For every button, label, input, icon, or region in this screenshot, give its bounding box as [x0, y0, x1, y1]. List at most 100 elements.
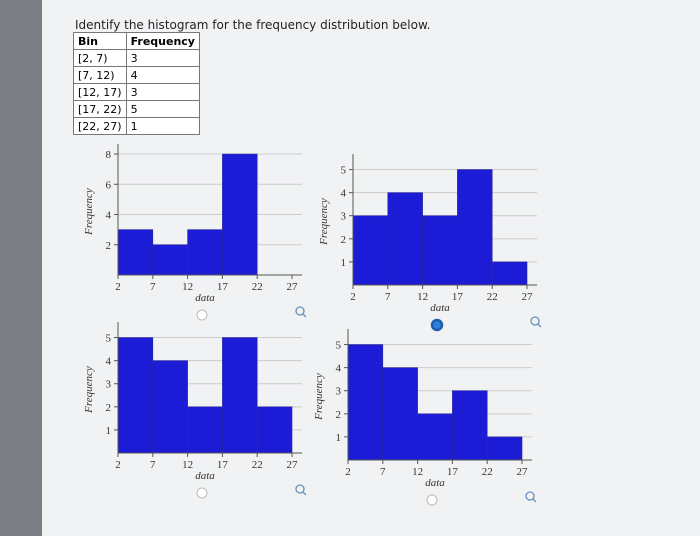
x-tick-label: 12 — [417, 291, 428, 303]
bar — [152, 360, 188, 454]
y-axis-label: Frequency — [83, 366, 95, 414]
bar — [256, 406, 293, 454]
x-tick-label: 2 — [350, 291, 356, 303]
x-axis-label: data — [425, 477, 445, 489]
y-tick-label: 3 — [341, 211, 347, 223]
radio-button[interactable] — [426, 494, 438, 506]
cell: 1 — [125, 117, 200, 135]
x-tick-label: 27 — [287, 459, 299, 471]
y-axis-label: Frequency — [313, 373, 325, 421]
cell: [7, 12) — [73, 66, 127, 84]
cell: [2, 7) — [73, 49, 127, 67]
bar — [382, 367, 418, 461]
bar — [222, 153, 258, 276]
cell: 3 — [125, 83, 200, 101]
bar — [187, 229, 223, 276]
y-tick-label: 3 — [336, 386, 342, 398]
x-tick-label: 22 — [482, 466, 493, 478]
bar — [422, 215, 458, 286]
x-tick-label: 7 — [150, 281, 156, 293]
y-tick-label: 4 — [106, 356, 112, 368]
radio-button[interactable] — [196, 487, 208, 499]
y-tick-label: 4 — [106, 210, 112, 222]
x-tick-label: 22 — [252, 281, 263, 293]
zoom-icon[interactable] — [530, 316, 540, 326]
zoom-icon[interactable] — [525, 491, 535, 501]
y-tick-label: 6 — [106, 179, 112, 191]
zoom-handle — [302, 313, 307, 318]
y-tick-label: 2 — [106, 402, 112, 414]
bar — [187, 406, 223, 454]
bar — [457, 169, 493, 286]
cell: [17, 22) — [73, 100, 127, 118]
x-tick-label: 17 — [447, 466, 459, 478]
x-tick-label: 17 — [217, 281, 229, 293]
x-tick-label: 2 — [115, 459, 121, 471]
x-tick-label: 7 — [385, 291, 391, 303]
cell: 5 — [125, 100, 200, 118]
x-axis-label: data — [430, 302, 450, 314]
bar — [491, 261, 528, 286]
zoom-handle — [302, 491, 307, 496]
bar — [347, 344, 384, 461]
x-axis-label: data — [195, 470, 215, 482]
y-tick-label: 5 — [106, 333, 112, 345]
cell: 3 — [125, 49, 200, 67]
y-tick-label: 2 — [336, 409, 342, 421]
radio-button[interactable] — [196, 309, 208, 321]
radio-button[interactable] — [430, 318, 444, 332]
x-tick-label: 22 — [487, 291, 498, 303]
table-header: Frequency — [125, 32, 200, 50]
zoom-icon[interactable] — [295, 306, 305, 316]
bar — [222, 337, 258, 454]
x-tick-label: 22 — [252, 459, 263, 471]
x-tick-label: 27 — [517, 466, 529, 478]
x-tick-label: 12 — [412, 466, 423, 478]
y-tick-label: 4 — [341, 188, 347, 200]
x-tick-label: 2 — [345, 466, 351, 478]
cell: 4 — [125, 66, 200, 84]
x-tick-label: 17 — [217, 459, 229, 471]
bar — [352, 215, 389, 286]
y-tick-label: 1 — [106, 425, 112, 437]
table-header: Bin — [73, 32, 127, 50]
y-tick-label: 2 — [341, 234, 347, 246]
x-tick-label: 2 — [115, 281, 121, 293]
y-tick-label: 5 — [341, 165, 347, 177]
bar — [452, 390, 488, 461]
y-tick-label: 8 — [106, 149, 112, 161]
y-tick-label: 2 — [106, 240, 112, 252]
zoom-icon[interactable] — [295, 484, 305, 494]
zoom-handle — [537, 323, 542, 328]
y-tick-label: 3 — [106, 379, 112, 391]
bar — [117, 229, 154, 276]
y-axis-label: Frequency — [318, 198, 330, 246]
x-tick-label: 7 — [150, 459, 156, 471]
x-tick-label: 27 — [287, 281, 299, 293]
x-tick-label: 12 — [182, 281, 193, 293]
y-tick-label: 4 — [336, 363, 342, 375]
bar — [486, 436, 523, 461]
cell: [12, 17) — [73, 83, 127, 101]
zoom-handle — [532, 498, 537, 503]
x-tick-label: 27 — [522, 291, 534, 303]
cell: [22, 27) — [73, 117, 127, 135]
bar — [117, 337, 154, 454]
bar — [152, 244, 188, 276]
x-axis-label: data — [195, 292, 215, 304]
y-tick-label: 1 — [336, 432, 342, 444]
y-tick-label: 5 — [336, 340, 342, 352]
x-tick-label: 17 — [452, 291, 464, 303]
bar — [387, 192, 423, 286]
y-tick-label: 1 — [341, 257, 347, 269]
question: Identify the histogram for the frequency… — [75, 18, 431, 32]
frequency-table: Bin Frequency [2, 7) 3 [7, 12) 4 [12, 17) 3 … — [73, 32, 200, 135]
bar — [417, 413, 453, 461]
x-tick-label: 7 — [380, 466, 386, 478]
y-axis-label: Frequency — [83, 188, 95, 236]
